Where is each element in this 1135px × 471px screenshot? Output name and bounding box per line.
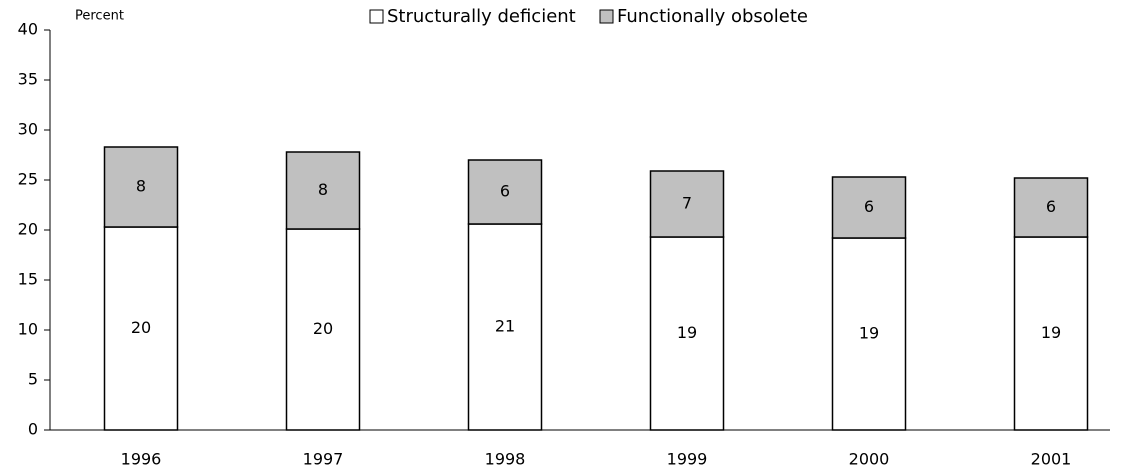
value-label: 19 xyxy=(1041,323,1061,342)
value-label: 19 xyxy=(859,324,879,343)
x-tick-label: 1999 xyxy=(667,450,708,469)
legend-swatch xyxy=(369,9,384,24)
bar-segment xyxy=(831,237,907,431)
value-label: 6 xyxy=(1046,197,1056,216)
value-label: 6 xyxy=(500,182,510,201)
bar-segment xyxy=(467,223,543,431)
y-tick-label: 30 xyxy=(18,120,38,139)
bar-segment xyxy=(831,176,907,239)
y-tick-label: 40 xyxy=(18,20,38,39)
y-tick-label: 25 xyxy=(18,170,38,189)
bar-segment xyxy=(467,159,543,225)
value-label: 7 xyxy=(682,194,692,213)
value-label: 8 xyxy=(136,177,146,196)
value-label: 6 xyxy=(864,197,874,216)
x-tick-label: 2000 xyxy=(849,450,890,469)
value-label: 8 xyxy=(318,180,328,199)
y-tick-label: 5 xyxy=(28,370,38,389)
value-label: 20 xyxy=(313,319,333,338)
value-label: 19 xyxy=(677,323,697,342)
bar-segment xyxy=(285,151,361,230)
bar-segment xyxy=(103,226,179,431)
x-tick-label: 1998 xyxy=(485,450,526,469)
y-axis-label: Percent xyxy=(75,9,124,24)
y-tick-label: 20 xyxy=(18,220,38,239)
bar-segment xyxy=(1013,177,1089,238)
y-tick-label: 35 xyxy=(18,70,38,89)
x-tick-label: 1997 xyxy=(303,450,344,469)
value-label: 20 xyxy=(131,318,151,337)
x-tick-label: 2001 xyxy=(1031,450,1072,469)
bar-segment xyxy=(1013,236,1089,431)
x-tick-label: 1996 xyxy=(121,450,162,469)
y-tick-label: 10 xyxy=(18,320,38,339)
legend-swatch xyxy=(599,9,614,24)
y-tick-label: 15 xyxy=(18,270,38,289)
legend-label: Functionally obsolete xyxy=(617,6,808,27)
value-label: 21 xyxy=(495,317,515,336)
bar-segment xyxy=(103,146,179,228)
bar-segment xyxy=(649,170,725,238)
bar-segment xyxy=(285,228,361,431)
y-tick-label: 0 xyxy=(28,420,38,439)
legend-label: Structurally deficient xyxy=(387,6,576,27)
